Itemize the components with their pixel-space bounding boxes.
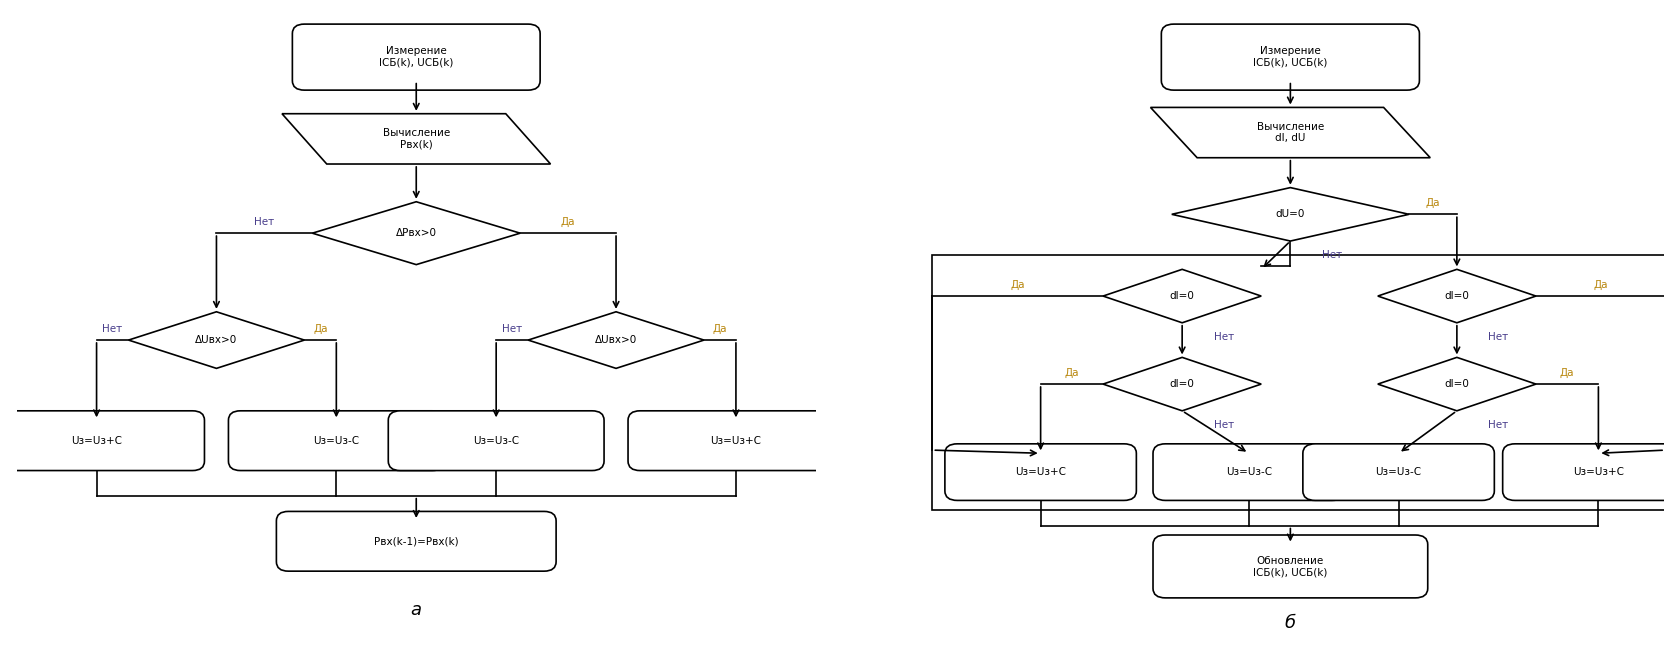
Text: dI=0: dI=0 — [1444, 291, 1468, 301]
Text: Да: Да — [561, 217, 576, 227]
FancyBboxPatch shape — [1151, 444, 1345, 500]
Text: б: б — [1285, 614, 1295, 632]
Text: dU=0: dU=0 — [1275, 210, 1305, 219]
Text: Да: Да — [1592, 280, 1607, 290]
Text: Нет: Нет — [1213, 331, 1233, 342]
Polygon shape — [1378, 269, 1536, 323]
FancyBboxPatch shape — [276, 512, 556, 571]
FancyBboxPatch shape — [1503, 444, 1664, 500]
Text: Нет: Нет — [255, 217, 275, 227]
Text: Да: Да — [1063, 367, 1078, 378]
Polygon shape — [1103, 358, 1261, 411]
Text: Да: Да — [1424, 198, 1439, 208]
Text: а: а — [411, 601, 421, 620]
Polygon shape — [1171, 187, 1408, 241]
FancyBboxPatch shape — [0, 411, 205, 470]
FancyBboxPatch shape — [1161, 24, 1418, 90]
FancyBboxPatch shape — [1151, 535, 1428, 598]
FancyBboxPatch shape — [388, 411, 604, 470]
FancyBboxPatch shape — [945, 444, 1137, 500]
Polygon shape — [1150, 107, 1429, 158]
Text: Uз=Uз-C: Uз=Uз-C — [313, 436, 359, 445]
FancyBboxPatch shape — [627, 411, 844, 470]
Text: Нет: Нет — [1488, 331, 1508, 342]
FancyBboxPatch shape — [293, 24, 539, 90]
Text: ΔUвх>0: ΔUвх>0 — [594, 335, 637, 345]
Text: Вычисление
dI, dU: Вычисление dI, dU — [1256, 122, 1323, 143]
Text: Измерение
IСБ(k), UСБ(k): Измерение IСБ(k), UСБ(k) — [379, 47, 453, 68]
Text: Uз=Uз+C: Uз=Uз+C — [1015, 467, 1065, 477]
Text: Да: Да — [1559, 367, 1574, 378]
FancyBboxPatch shape — [1301, 444, 1494, 500]
Text: Pвх(k-1)=Pвх(k): Pвх(k-1)=Pвх(k) — [374, 536, 458, 546]
Text: Нет: Нет — [503, 324, 522, 334]
Polygon shape — [1103, 269, 1261, 323]
Text: Да: Да — [313, 324, 328, 334]
Text: dI=0: dI=0 — [1170, 379, 1193, 389]
Text: Обновление
IСБ(k), UСБ(k): Обновление IСБ(k), UСБ(k) — [1253, 555, 1326, 577]
Text: Вычисление
Pвх(k): Вычисление Pвх(k) — [383, 128, 449, 149]
Text: ΔPвх>0: ΔPвх>0 — [396, 228, 436, 238]
Text: dI=0: dI=0 — [1444, 379, 1468, 389]
Text: Измерение
IСБ(k), UСБ(k): Измерение IСБ(k), UСБ(k) — [1253, 47, 1326, 68]
Text: Uз=Uз-C: Uз=Uз-C — [473, 436, 519, 445]
Polygon shape — [281, 114, 551, 164]
Text: Да: Да — [712, 324, 727, 334]
Text: Нет: Нет — [1321, 250, 1341, 260]
Bar — [932, 255, 1664, 510]
Text: Нет: Нет — [1213, 420, 1233, 430]
Text: dI=0: dI=0 — [1170, 291, 1193, 301]
Polygon shape — [1378, 358, 1536, 411]
Text: Uз=Uз-C: Uз=Uз-C — [1374, 467, 1421, 477]
Text: Uз=Uз+C: Uз=Uз+C — [1572, 467, 1622, 477]
Polygon shape — [313, 202, 519, 265]
Text: Нет: Нет — [1488, 420, 1508, 430]
Polygon shape — [527, 312, 704, 368]
Text: Uз=Uз+C: Uз=Uз+C — [711, 436, 760, 445]
Text: ΔUвх>0: ΔUвх>0 — [195, 335, 238, 345]
Text: Нет: Нет — [103, 324, 123, 334]
Text: Да: Да — [1010, 280, 1025, 290]
Text: Uз=Uз+C: Uз=Uз+C — [72, 436, 121, 445]
Text: Uз=Uз-C: Uз=Uз-C — [1225, 467, 1271, 477]
FancyBboxPatch shape — [228, 411, 444, 470]
Polygon shape — [128, 312, 305, 368]
